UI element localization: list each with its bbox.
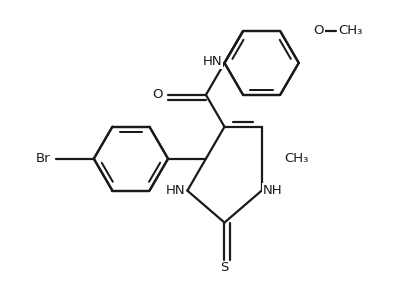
Text: S: S bbox=[220, 261, 229, 274]
Text: NH: NH bbox=[263, 184, 283, 197]
Text: HN: HN bbox=[202, 55, 222, 68]
Text: CH₃: CH₃ bbox=[338, 24, 362, 37]
Text: O: O bbox=[152, 88, 163, 101]
Text: O: O bbox=[314, 24, 324, 37]
Text: CH₃: CH₃ bbox=[284, 152, 308, 165]
Text: Br: Br bbox=[35, 152, 50, 165]
Text: HN: HN bbox=[166, 184, 185, 197]
